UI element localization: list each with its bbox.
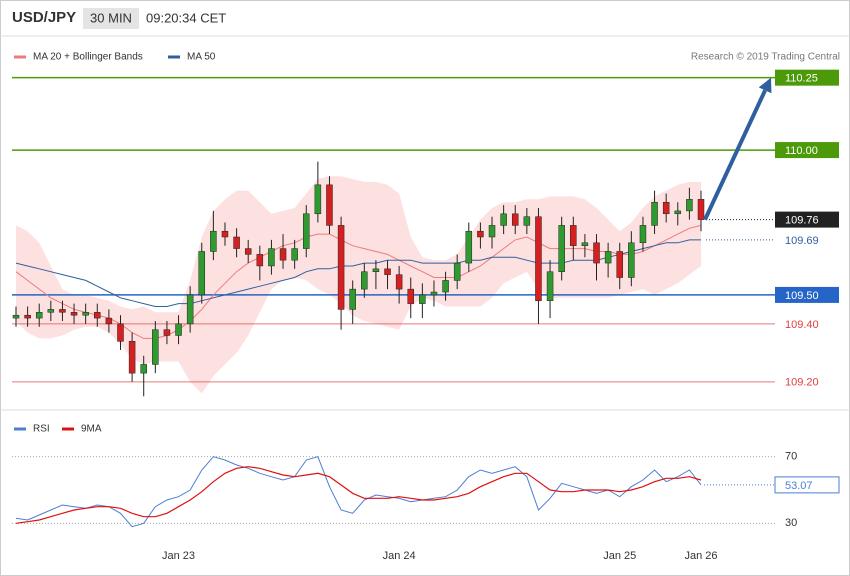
level-label: 109.20 (785, 377, 819, 389)
candle-body (453, 262, 461, 281)
last-value-box (774, 476, 840, 494)
candle-body (430, 291, 438, 296)
projection-arrow (703, 89, 767, 221)
level-label: 110.25 (785, 73, 818, 85)
legend-label: MA 20 + Bollinger Bands (33, 52, 143, 63)
chart-title: USD/JPY (12, 9, 76, 26)
source: Research © 2019 Trading Central (691, 52, 840, 63)
candle-body (105, 317, 113, 325)
level-label: 109.69 (785, 235, 819, 247)
y-tick-label: 70 (785, 451, 797, 463)
candle-body (186, 294, 194, 325)
candle-body (419, 294, 426, 304)
candle-body (477, 230, 484, 238)
candle-body (500, 213, 507, 226)
candle-body (210, 230, 217, 252)
level-label: 109.40 (785, 319, 819, 331)
candle-body (535, 216, 542, 301)
bollinger-band (16, 176, 701, 394)
candle-body (47, 309, 55, 313)
candle-body (140, 364, 147, 374)
projection-arrowhead (758, 77, 772, 94)
candle-body (395, 274, 403, 290)
candle-body (233, 236, 240, 249)
series-line (15, 466, 702, 524)
candle-body (70, 312, 78, 316)
candle-body (488, 225, 496, 238)
x-tick-label: Jan 25 (603, 550, 636, 562)
candle-body (349, 288, 356, 310)
legend-label: RSI (33, 424, 50, 435)
candle-body (384, 268, 391, 275)
candle-body (465, 230, 473, 264)
ma-line (15, 239, 701, 307)
candle-body (326, 184, 333, 226)
candle-body (558, 225, 565, 272)
candle-body (128, 341, 136, 374)
candle-body (24, 314, 31, 319)
candle-body (82, 312, 89, 316)
candle-body (117, 323, 124, 342)
candle-body (546, 271, 554, 301)
legend-label: 9MA (81, 424, 102, 435)
candle-body (198, 251, 206, 296)
level-box (775, 286, 839, 303)
candle-body (221, 230, 229, 238)
candle-body (662, 201, 670, 215)
last-value-label: 53.07 (785, 480, 813, 492)
level-label: 109.50 (785, 290, 819, 302)
candle-body (35, 312, 43, 319)
ma-line (15, 224, 702, 339)
candle-body (407, 288, 414, 304)
candle-body (152, 329, 159, 365)
candle-body (175, 323, 182, 336)
candle-body (256, 254, 264, 267)
timestamp: 09:20:34 CET (146, 10, 226, 25)
y-tick-label: 30 (785, 517, 797, 529)
candle-body (581, 242, 589, 246)
candle-body (244, 248, 252, 255)
candle-body (639, 225, 647, 244)
candle-body (674, 210, 682, 215)
candle-body (279, 248, 287, 261)
legend-label: MA 50 (187, 52, 216, 63)
candle-body (511, 213, 519, 226)
candle-body (570, 225, 577, 246)
candle-body (314, 184, 322, 215)
candle-body (697, 199, 705, 220)
timeframe-box (83, 8, 139, 29)
x-tick-label: Jan 24 (383, 550, 416, 562)
candle-body (94, 312, 101, 319)
candle-body (303, 213, 310, 249)
candle-body (59, 309, 66, 313)
candle-body (291, 248, 298, 261)
candle-body (616, 251, 623, 278)
candle-body (12, 314, 20, 319)
candle-body (361, 271, 368, 290)
level-label: 110.00 (785, 145, 818, 157)
candle-body (686, 199, 693, 212)
candle-body (651, 201, 658, 226)
candle-body (442, 280, 449, 293)
candle-body (163, 329, 171, 336)
candle-body (604, 251, 612, 264)
level-box (775, 211, 839, 228)
candle-body (593, 242, 600, 264)
level-label: 109.76 (785, 215, 819, 227)
candle-body (268, 248, 275, 267)
timeframe: 30 MIN (90, 10, 132, 25)
candle-body (372, 268, 380, 272)
level-box (775, 142, 839, 159)
candle-body (337, 225, 345, 310)
x-tick-label: Jan 26 (684, 550, 717, 562)
level-box (775, 69, 839, 86)
x-tick-label: Jan 23 (162, 550, 195, 562)
candle-body (628, 242, 635, 278)
candle-body (523, 216, 531, 226)
